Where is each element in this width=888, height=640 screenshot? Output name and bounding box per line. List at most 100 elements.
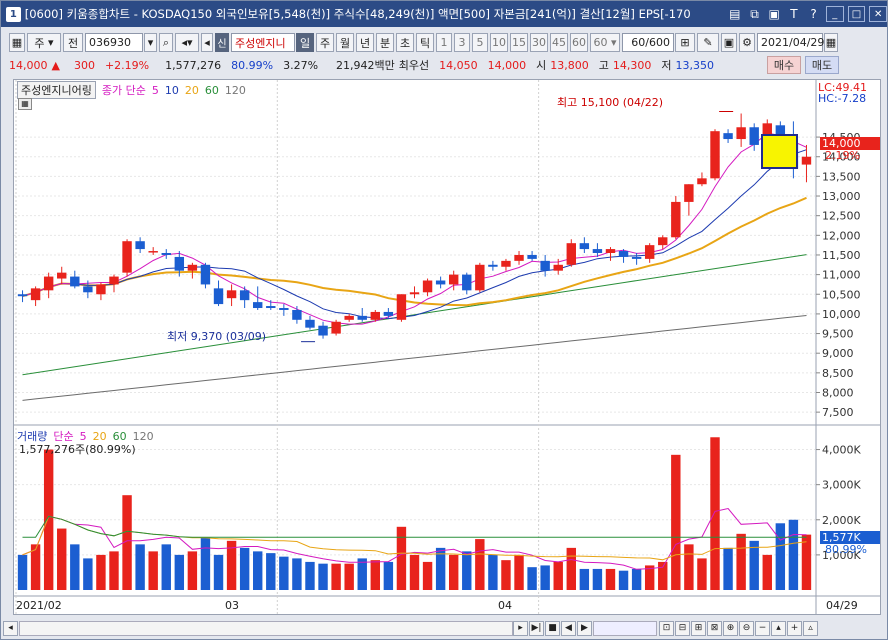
code-dropdown-icon[interactable]: ▾ bbox=[144, 33, 157, 52]
tab-period-1[interactable]: 주 bbox=[316, 33, 334, 52]
minus-icon[interactable]: − bbox=[755, 620, 770, 636]
scroll-first-icon[interactable]: ▶| bbox=[529, 620, 544, 636]
chart-area[interactable]: 7,500 8,000 8,500 9,000 9,500 10,000 10,500 11,… bbox=[13, 79, 881, 615]
save-icon[interactable]: ▣ bbox=[721, 33, 737, 52]
volume-bar bbox=[148, 551, 158, 590]
link-icon[interactable]: ⧉ bbox=[750, 6, 759, 21]
candle-body bbox=[187, 264, 198, 271]
step-forward-icon[interactable]: ▶ bbox=[577, 620, 592, 636]
interval-button-1[interactable]: 3 bbox=[454, 33, 470, 52]
stock-label[interactable]: 주성엔지니어링 bbox=[17, 81, 96, 99]
candle-body bbox=[448, 274, 459, 285]
zoom-icon[interactable]: ⊞ bbox=[675, 33, 695, 52]
price-tick-label: 8,500 bbox=[822, 367, 854, 380]
window-list-icon[interactable]: ▤ bbox=[729, 7, 741, 21]
vol-legend-ma20[interactable]: 20 bbox=[92, 429, 107, 443]
interval-button-0[interactable]: 1 bbox=[436, 33, 452, 52]
tab-period-5[interactable]: 초 bbox=[396, 33, 414, 52]
interval-button-3[interactable]: 10 bbox=[490, 33, 508, 52]
gear-icon[interactable]: ⚙ bbox=[739, 33, 755, 52]
current-price-tag: 14,000 bbox=[820, 137, 880, 150]
legend-ma10[interactable]: 10 bbox=[164, 83, 179, 97]
prev-button[interactable]: 전 bbox=[63, 33, 83, 52]
plus-icon[interactable]: + bbox=[787, 620, 802, 636]
zoom-slider[interactable] bbox=[593, 620, 657, 636]
up-icon[interactable]: ▴ bbox=[771, 620, 786, 636]
volume-bar bbox=[109, 551, 119, 590]
best-ask: 14,050 bbox=[439, 58, 478, 72]
close-button[interactable]: ✕ bbox=[869, 6, 888, 22]
tool-icon[interactable]: ✎ bbox=[697, 33, 719, 52]
vol-legend-ma120[interactable]: 120 bbox=[132, 429, 154, 443]
interval-button-7[interactable]: 60 bbox=[570, 33, 588, 52]
legend-ma5[interactable]: 5 bbox=[151, 83, 159, 97]
legend-ma120[interactable]: 120 bbox=[224, 83, 246, 97]
legend-ma20[interactable]: 20 bbox=[184, 83, 199, 97]
zoom-alt-icon[interactable]: ⊖ bbox=[739, 620, 754, 636]
candle-body bbox=[422, 280, 433, 293]
order-marker[interactable] bbox=[761, 134, 798, 169]
candle-body bbox=[801, 156, 812, 165]
volume-bar bbox=[644, 565, 655, 590]
search-icon[interactable]: ⌕ bbox=[159, 33, 173, 52]
tab-period-6[interactable]: 틱 bbox=[416, 33, 434, 52]
vol-legend-ma5[interactable]: 5 bbox=[79, 429, 87, 443]
tip-icon[interactable]: T bbox=[790, 7, 798, 21]
legend-title[interactable]: 종가 단순 bbox=[101, 84, 146, 97]
zoom-level-icon[interactable]: ⊡ bbox=[659, 620, 674, 636]
interval-button-6[interactable]: 45 bbox=[550, 33, 568, 52]
price-ma120-line bbox=[22, 315, 807, 401]
vol-legend-ma60[interactable]: 60 bbox=[112, 429, 127, 443]
price-ma20-line bbox=[22, 196, 807, 307]
delta-icon[interactable]: ▵ bbox=[803, 620, 818, 636]
date-field[interactable]: 2021/04/29 bbox=[757, 33, 824, 52]
buy-button[interactable]: 매수 bbox=[767, 56, 801, 74]
volume-icon[interactable]: ◂▾ bbox=[175, 33, 199, 52]
interval-button-4[interactable]: 15 bbox=[510, 33, 528, 52]
interval-button-5[interactable]: 30 bbox=[530, 33, 548, 52]
price-ma5-line bbox=[22, 132, 807, 325]
candle-body bbox=[723, 133, 733, 140]
maximize-button[interactable]: □ bbox=[847, 6, 866, 22]
interval-button-2[interactable]: 5 bbox=[472, 33, 488, 52]
table-icon[interactable]: ▦ bbox=[18, 98, 32, 110]
legend-ma60[interactable]: 60 bbox=[204, 83, 219, 97]
scroll-right-icon[interactable]: ▸ bbox=[513, 620, 528, 636]
volume-bar bbox=[161, 544, 171, 590]
tab-period-2[interactable]: 월 bbox=[336, 33, 354, 52]
interval-select[interactable]: 60 ▾ bbox=[590, 33, 620, 52]
zoom-fit-icon[interactable]: ⊠ bbox=[707, 620, 722, 636]
volume-bar bbox=[70, 544, 80, 590]
zoom-mark-icon[interactable]: ⊕ bbox=[723, 620, 738, 636]
candle-body bbox=[226, 290, 237, 299]
stop-icon[interactable]: ■ bbox=[545, 620, 560, 636]
chart-canvas[interactable]: 7,500 8,000 8,500 9,000 9,500 10,000 10,500 11,… bbox=[14, 80, 880, 614]
scroll-left-icon[interactable]: ◂ bbox=[3, 620, 18, 636]
period-select[interactable]: 주 ▾ bbox=[27, 33, 61, 52]
minimize-button[interactable]: _ bbox=[825, 6, 844, 22]
up-arrow-icon: ▲ bbox=[51, 58, 60, 72]
grid-menu-icon[interactable]: ▦ bbox=[9, 33, 25, 52]
volume-bar bbox=[409, 554, 420, 590]
stock-name-field[interactable]: 주성엔지니 bbox=[231, 33, 295, 52]
candle-body bbox=[96, 284, 106, 295]
step-back-icon[interactable]: ◀ bbox=[561, 620, 576, 636]
zoom-small-icon[interactable]: ⊟ bbox=[675, 620, 690, 636]
calendar-icon[interactable]: ▦ bbox=[824, 33, 838, 52]
count-field[interactable]: 60/600 bbox=[622, 33, 674, 52]
tab-period-3[interactable]: 년 bbox=[356, 33, 374, 52]
horizontal-scrollbar[interactable] bbox=[19, 620, 513, 636]
volume-legend-title[interactable]: 거래량 bbox=[17, 430, 48, 443]
volume-bar bbox=[57, 528, 67, 590]
volume-legend-sub[interactable]: 단순 bbox=[53, 430, 74, 443]
volume-bar bbox=[801, 534, 812, 590]
zoom-in-icon[interactable]: ⊞ bbox=[691, 620, 706, 636]
tab-period-4[interactable]: 분 bbox=[376, 33, 394, 52]
print-icon[interactable]: ▣ bbox=[768, 7, 780, 21]
tab-period-0[interactable]: 일 bbox=[296, 33, 314, 52]
arrow-icon[interactable]: ◂ bbox=[201, 33, 213, 52]
candle-body bbox=[592, 249, 603, 253]
code-input[interactable]: 036930 bbox=[85, 33, 143, 52]
help-icon[interactable]: ? bbox=[810, 7, 817, 21]
sell-button[interactable]: 매도 bbox=[805, 56, 839, 74]
